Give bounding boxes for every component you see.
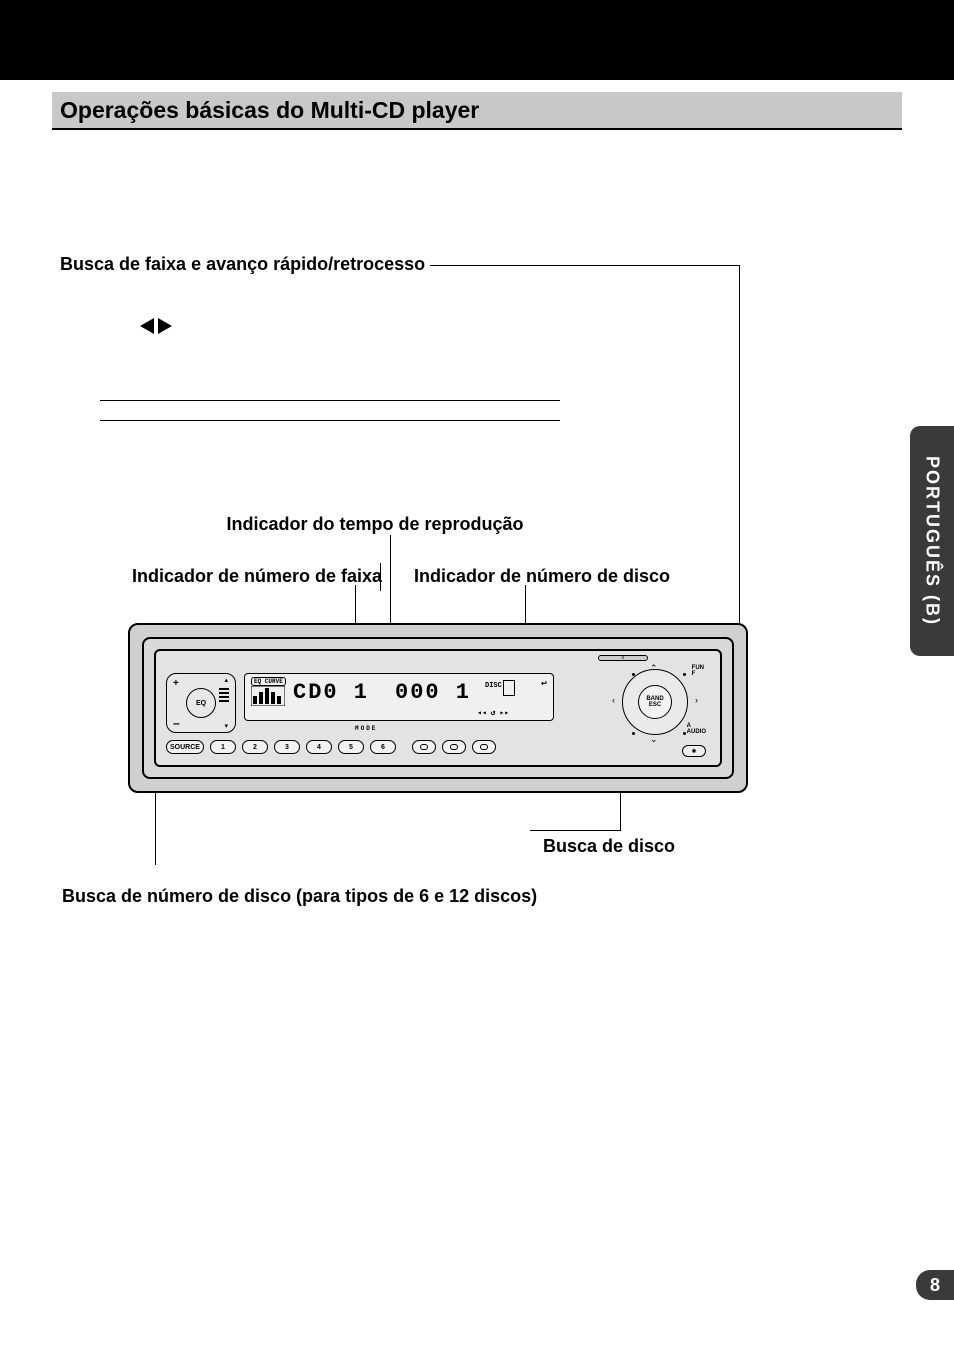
button-row: SOURCE 1 2 3 4 5 6: [166, 737, 710, 757]
volume-minus-icon: –: [173, 716, 180, 730]
rotary-dot-icon: [683, 673, 686, 676]
prev-icon: ◂◂: [477, 708, 487, 718]
audio-label: A AUDIO: [687, 723, 706, 735]
connector-line: [430, 265, 740, 266]
source-button[interactable]: SOURCE: [166, 740, 204, 754]
display-time-text: 000 1: [395, 680, 471, 705]
language-side-tab: PORTUGUÊS (B): [910, 426, 954, 656]
level-bars-icon: [219, 688, 229, 702]
section-title-bar: Operações básicas do Multi-CD player: [52, 92, 902, 130]
connector-line: [155, 785, 156, 865]
aux-button-3[interactable]: [472, 740, 496, 754]
rotary-up-icon: ⌃: [650, 663, 658, 674]
preset-button-6[interactable]: 6: [370, 740, 396, 754]
eq-knob[interactable]: EQ: [186, 688, 216, 718]
aux-button-2[interactable]: [442, 740, 466, 754]
preset-button-3[interactable]: 3: [274, 740, 300, 754]
preset-button-5[interactable]: 5: [338, 740, 364, 754]
rotary-dot-icon: [683, 732, 686, 735]
fun-label: FUN F: [692, 665, 704, 677]
rotary-left-icon: ‹: [612, 695, 615, 705]
level-down-icon: ▾: [224, 722, 228, 730]
display-cd-text: CD0 1: [293, 680, 369, 705]
page-number-pill: 8: [916, 1270, 954, 1300]
eject-slot-icon: ≡: [598, 655, 648, 661]
label-disc-number-search: Busca de número de disco (para tipos de …: [62, 886, 537, 907]
aux-button-1[interactable]: [412, 740, 436, 754]
preset-button-1[interactable]: 1: [210, 740, 236, 754]
car-stereo-illustration: ≡ + – EQ ▴ ▾ EQ CURVE: [128, 623, 748, 793]
section-title: Operações básicas do Multi-CD player: [60, 97, 479, 124]
rotary-center-button[interactable]: BAND ESC: [638, 685, 672, 719]
eq-curve-label: EQ CURVE: [251, 677, 286, 686]
language-side-tab-label: PORTUGUÊS (B): [922, 456, 943, 626]
mode-label: MODE: [355, 725, 377, 732]
stereo-face: ≡ + – EQ ▴ ▾ EQ CURVE: [154, 649, 722, 767]
connector-line: [620, 790, 621, 830]
display-transport-icons: ◂◂ ↺ ▸▸: [477, 708, 509, 718]
volume-plus-icon: +: [173, 678, 179, 689]
rotary-right-icon: ›: [695, 695, 698, 705]
next-icon: ▸▸: [499, 708, 509, 718]
stereo-display: EQ CURVE CD0 1 000 1 DISC ↩ ◂◂ ↺ ▸▸: [244, 673, 554, 721]
stereo-inner-frame: ≡ + – EQ ▴ ▾ EQ CURVE: [142, 637, 734, 779]
preset-button-2[interactable]: 2: [242, 740, 268, 754]
repeat-icon: ↩: [541, 678, 547, 690]
loop-icon: ↺: [491, 708, 496, 718]
eq-control-zone: + – EQ ▴ ▾: [166, 673, 236, 733]
disc-slot-icon: [503, 680, 515, 696]
illumination-button[interactable]: ✺: [682, 745, 706, 757]
eq-graph-icon: [251, 686, 285, 706]
disc-label-icon: DISC: [485, 682, 502, 690]
level-up-icon: ▴: [224, 676, 228, 684]
connector-line: [530, 830, 621, 831]
rotary-control[interactable]: BAND ESC ⌃ ⌄ ‹ › FUN F A AUDIO: [612, 663, 702, 741]
rotary-esc-label: ESC: [649, 702, 661, 708]
top-black-bar: [0, 0, 954, 80]
preset-button-4[interactable]: 4: [306, 740, 332, 754]
rotary-dot-icon: [632, 673, 635, 676]
page-number: 8: [930, 1275, 940, 1296]
connector-line: [380, 563, 381, 591]
rotary-dot-icon: [632, 732, 635, 735]
